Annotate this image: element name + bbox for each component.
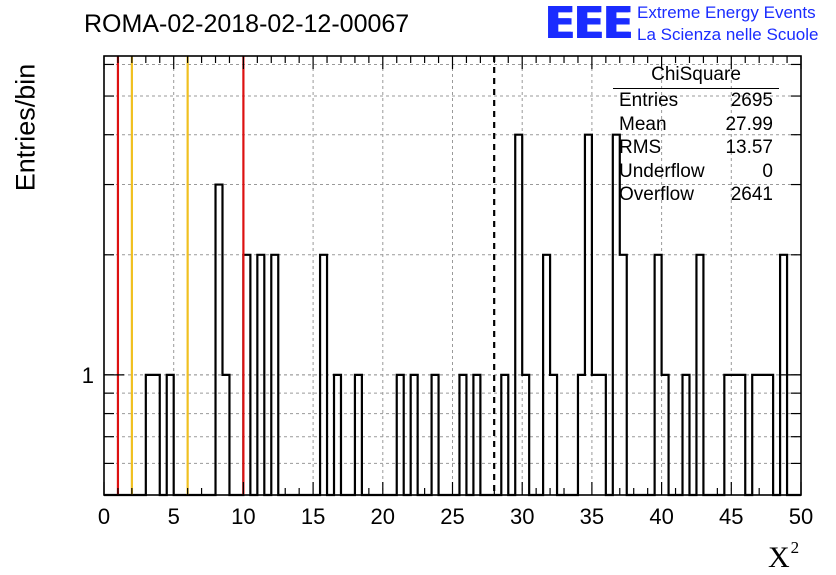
stat-row-mean: Mean 27.99 <box>609 113 779 137</box>
x-tick-label: 10 <box>231 504 255 529</box>
histogram-bin <box>766 375 773 495</box>
stat-value: 13.57 <box>725 137 773 158</box>
x-axis-label: X2 <box>768 538 799 575</box>
histogram-bin <box>146 375 153 495</box>
stat-row-overflow: Overflow 2641 <box>609 183 779 207</box>
histogram-bin <box>683 375 690 495</box>
stat-label: Underflow <box>619 160 705 182</box>
histogram-bin <box>738 375 745 495</box>
histogram-bin <box>585 135 592 495</box>
x-tick-label: 40 <box>649 504 673 529</box>
x-tick-label: 0 <box>98 504 110 529</box>
histogram-bin <box>411 375 418 495</box>
histogram-bin <box>550 375 557 495</box>
stats-title: ChiSquare <box>613 64 779 89</box>
x-tick-label: 25 <box>440 504 464 529</box>
eee-logo: EEE Extreme Energy Events La Scienza nel… <box>544 0 832 49</box>
histogram-bin <box>153 375 160 495</box>
histogram-bin <box>432 375 439 495</box>
stat-label: Overflow <box>619 184 694 205</box>
x-axis-label-base: X <box>768 541 790 574</box>
histogram-bin <box>620 255 627 495</box>
histogram-bin <box>724 375 731 495</box>
x-axis-label-superscript: 2 <box>790 538 800 557</box>
stat-label: Mean <box>619 113 667 135</box>
histogram-bin <box>501 375 508 495</box>
histogram-bin <box>257 255 264 495</box>
chart-title: ROMA-02-2018-02-12-00067 <box>84 10 410 38</box>
y-axis-label: Entries/bin <box>10 63 41 192</box>
histogram-bin <box>752 375 759 495</box>
histogram-bin <box>167 375 174 495</box>
stat-value: 2641 <box>730 184 773 205</box>
histogram-bin <box>599 375 606 495</box>
stat-value: 0 <box>762 160 773 182</box>
stat-row-entries: Entries 2695 <box>609 89 779 113</box>
x-tick-label: 30 <box>510 504 534 529</box>
histogram-bin <box>578 375 585 495</box>
stat-label: Entries <box>619 90 679 111</box>
histogram-bin <box>662 375 669 495</box>
y-tick-label: 1 <box>82 363 94 388</box>
stats-box: ChiSquare Entries 2695 Mean 27.99 RMS 13… <box>609 64 779 207</box>
x-tick-label: 20 <box>371 504 395 529</box>
x-tick-label: 5 <box>168 504 180 529</box>
histogram-bin <box>522 375 529 495</box>
histogram-bin <box>731 375 738 495</box>
plot-frame <box>103 55 802 496</box>
histogram-bin <box>355 375 362 495</box>
logo-line-2: La Scienza nelle Scuole <box>637 25 819 44</box>
histogram-bin <box>222 375 229 495</box>
histogram-bin <box>459 375 466 495</box>
stat-row-underflow: Underflow 0 <box>609 160 779 184</box>
histogram-bin <box>655 255 662 495</box>
x-tick-label: 50 <box>789 504 813 529</box>
logo-line-1: Extreme Energy Events <box>637 3 816 22</box>
histogram-bin <box>334 375 341 495</box>
histogram-bin <box>271 255 278 495</box>
stat-value: 27.99 <box>725 113 773 135</box>
histogram-bin <box>515 135 522 495</box>
histogram-bin <box>320 255 327 495</box>
histogram-bin <box>216 185 223 495</box>
histogram-bin <box>696 255 703 495</box>
stat-value: 2695 <box>730 90 773 111</box>
x-tick-label: 15 <box>301 504 325 529</box>
stat-row-rms: RMS 13.57 <box>609 136 779 160</box>
histogram-bin <box>592 375 599 495</box>
x-tick-label: 35 <box>580 504 604 529</box>
histogram-bin <box>473 375 480 495</box>
histogram-bin <box>543 255 550 495</box>
logo-letters: EEE <box>544 0 632 49</box>
histogram-bin <box>759 375 766 495</box>
x-tick-label: 45 <box>719 504 743 529</box>
stat-label: RMS <box>619 137 662 158</box>
histogram-bin <box>397 375 404 495</box>
